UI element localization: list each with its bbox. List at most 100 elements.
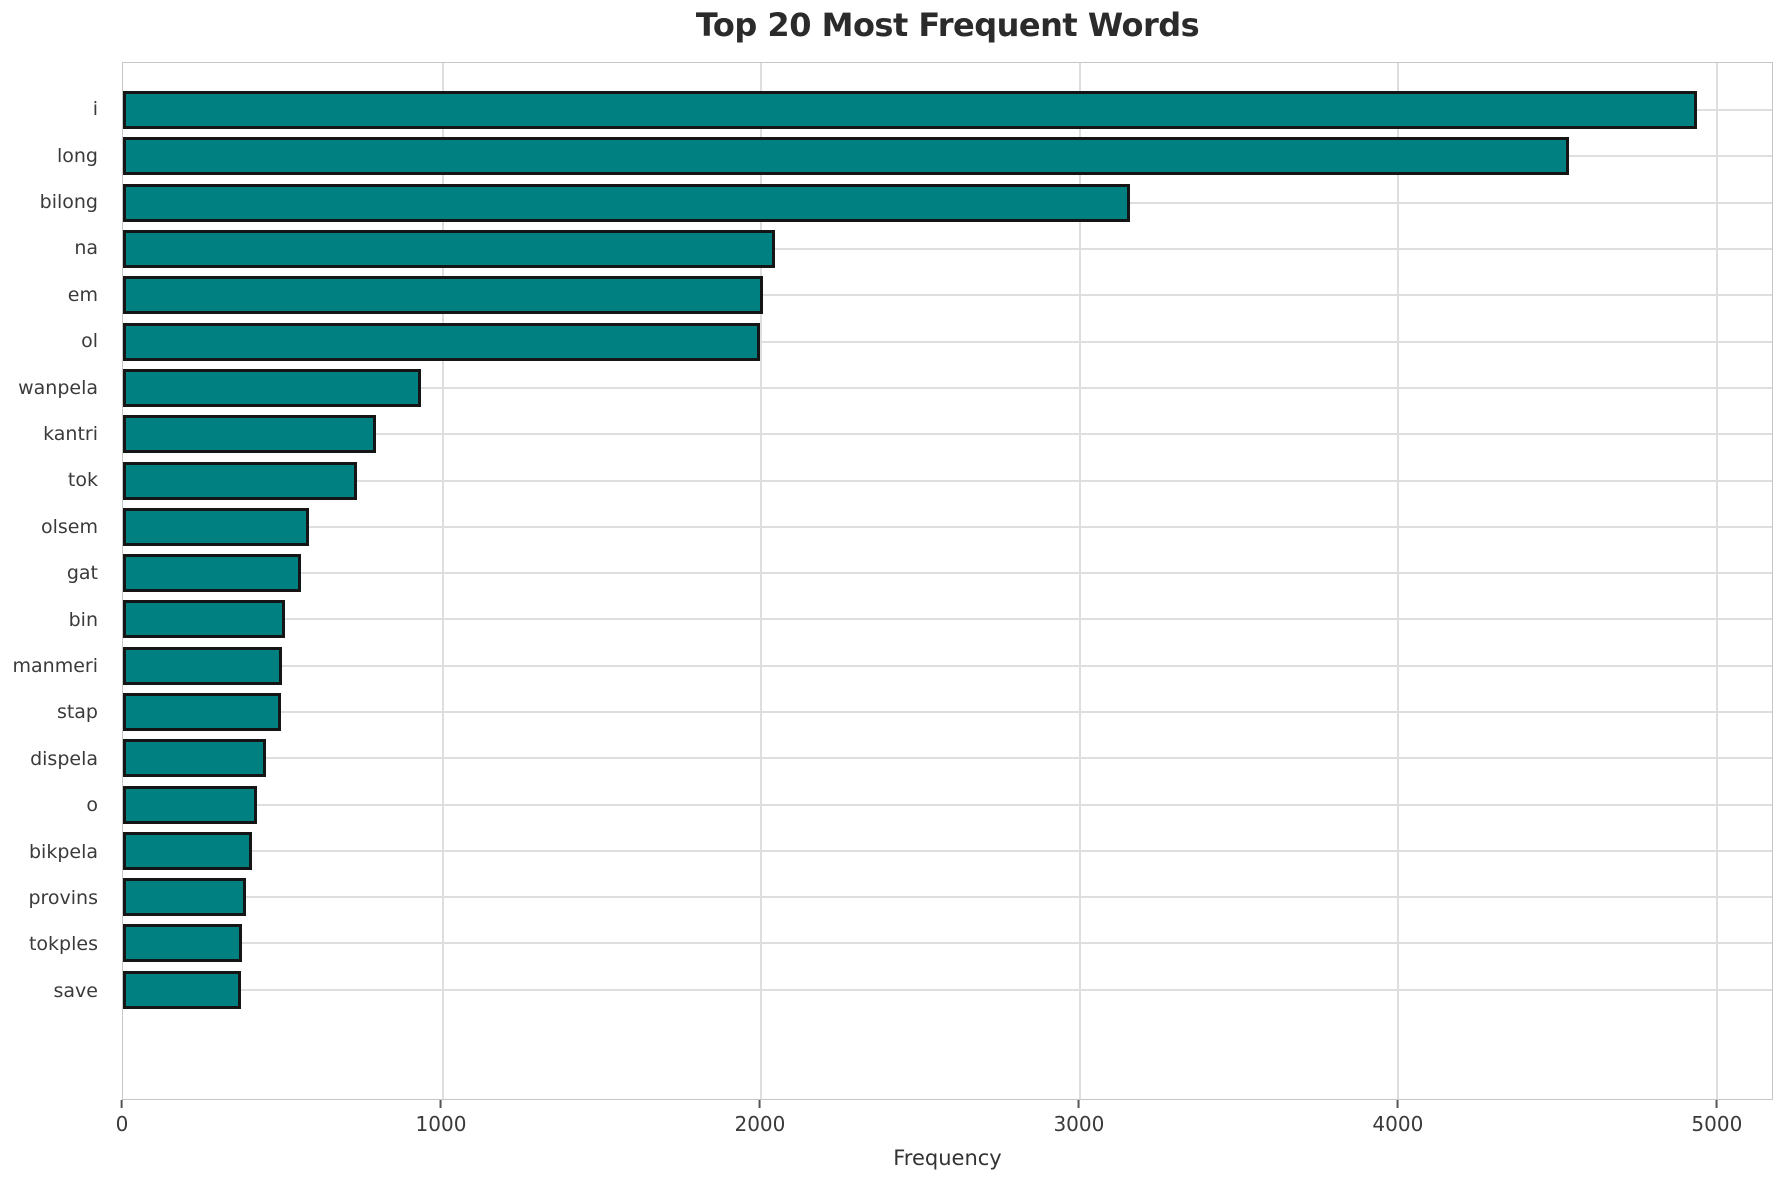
bar-row xyxy=(123,365,1772,411)
gridline-horizontal xyxy=(123,942,1772,945)
y-tick-label: stap xyxy=(56,701,98,724)
x-tick-mark xyxy=(439,1100,442,1108)
bar-wanpela xyxy=(123,368,421,407)
y-tick-label: bin xyxy=(68,608,98,631)
x-tick: 2000 xyxy=(734,1100,785,1136)
x-tick-label: 0 xyxy=(115,1112,129,1136)
gridline-horizontal xyxy=(123,386,1772,389)
x-tick: 4000 xyxy=(1372,1100,1423,1136)
bar-row xyxy=(123,133,1772,179)
gridline-horizontal xyxy=(123,757,1772,760)
x-tick-label: 5000 xyxy=(1691,1112,1743,1136)
x-tick-mark xyxy=(1077,1100,1080,1108)
x-tick: 3000 xyxy=(1053,1100,1104,1136)
x-tick-mark xyxy=(758,1100,761,1108)
gridline-horizontal xyxy=(123,340,1772,343)
bar-row xyxy=(123,643,1772,689)
gridline-horizontal xyxy=(123,664,1772,667)
bar-manmeri xyxy=(123,646,283,685)
bar-row xyxy=(123,920,1772,966)
gridline-horizontal xyxy=(123,433,1772,436)
plot-area xyxy=(122,62,1773,1100)
x-tick-label: 3000 xyxy=(1053,1112,1105,1136)
bar-rows xyxy=(123,63,1772,1099)
gridline-vertical xyxy=(1078,63,1081,1099)
x-tick-label: 4000 xyxy=(1372,1112,1424,1136)
bar-stap xyxy=(123,693,281,731)
y-tick-label: na xyxy=(74,237,98,260)
y-tick-label: em xyxy=(67,283,98,306)
y-tick-label: provins xyxy=(28,887,98,909)
y-tick-label: i xyxy=(92,98,98,121)
bar-long xyxy=(123,137,1570,176)
bar-gat xyxy=(123,554,302,593)
x-tick-mark xyxy=(1715,1100,1718,1108)
chart-title: Top 20 Most Frequent Words xyxy=(695,6,1200,44)
bar-row xyxy=(123,457,1772,503)
y-tick-label: save xyxy=(53,979,98,1002)
gridline-horizontal xyxy=(123,896,1772,899)
gridline-horizontal xyxy=(123,572,1772,575)
gridline-horizontal xyxy=(123,248,1772,251)
gridline-vertical xyxy=(760,63,763,1099)
bar-row xyxy=(123,550,1772,596)
y-tick-label: bikpela xyxy=(28,840,98,863)
bar-i xyxy=(123,91,1697,130)
bar-save xyxy=(123,970,241,1009)
bar-row xyxy=(123,596,1772,642)
x-tick-mark xyxy=(120,1100,123,1108)
y-tick-label: bilong xyxy=(39,191,98,213)
bar-row xyxy=(123,735,1772,781)
bar-provins xyxy=(123,878,246,917)
x-tick-label: 1000 xyxy=(415,1112,467,1136)
bar-row xyxy=(123,87,1772,133)
gridline-horizontal xyxy=(123,711,1772,713)
gridline-horizontal xyxy=(123,849,1772,852)
gridline-vertical xyxy=(441,63,444,1099)
gridline-horizontal xyxy=(123,294,1772,297)
bar-kantri xyxy=(123,415,377,454)
y-tick-label: kantri xyxy=(43,423,98,445)
gridline-vertical xyxy=(1715,63,1718,1099)
bar-bilong xyxy=(123,183,1130,222)
bar-tok xyxy=(123,461,358,500)
y-axis-labels: i long bilong na em ol wanpela kantri tok olsem ga… xyxy=(0,62,110,1100)
y-tick-label: ol xyxy=(81,330,98,353)
bar-row xyxy=(123,828,1772,874)
y-tick-label: wanpela xyxy=(18,376,98,399)
y-tick-label: tok xyxy=(67,469,98,492)
x-axis-title: Frequency xyxy=(893,1146,1002,1170)
bar-tokples xyxy=(123,924,243,963)
gridline-horizontal xyxy=(123,525,1772,528)
y-tick-label: dispela xyxy=(30,747,98,770)
bar-bin xyxy=(123,600,286,639)
bar-bikpela xyxy=(123,831,253,870)
bar-row xyxy=(123,272,1772,318)
bar-o xyxy=(123,785,257,824)
bar-row xyxy=(123,180,1772,226)
x-tick: 0 xyxy=(115,1100,129,1136)
gridline-horizontal xyxy=(123,988,1772,991)
bar-row xyxy=(123,967,1772,1013)
bar-row xyxy=(123,226,1772,272)
y-tick-label: olsem xyxy=(41,515,98,538)
bar-row xyxy=(123,504,1772,550)
bar-dispela xyxy=(123,739,267,778)
bar-na xyxy=(123,230,775,269)
bar-ol xyxy=(123,322,761,361)
gridline-horizontal xyxy=(123,618,1772,621)
gridline-horizontal xyxy=(123,803,1772,806)
bar-row xyxy=(123,781,1772,827)
y-tick-label: tokples xyxy=(28,933,98,956)
y-tick-label: long xyxy=(56,144,98,167)
bar-row xyxy=(123,689,1772,735)
bar-em xyxy=(123,276,764,315)
x-tick: 1000 xyxy=(415,1100,467,1136)
y-tick-label: o xyxy=(86,794,98,817)
gridline-horizontal xyxy=(123,479,1772,482)
y-tick-label: gat xyxy=(66,562,98,585)
y-tick-label: manmeri xyxy=(12,655,98,677)
x-tick-mark xyxy=(1396,1100,1399,1108)
bar-row xyxy=(123,874,1772,920)
